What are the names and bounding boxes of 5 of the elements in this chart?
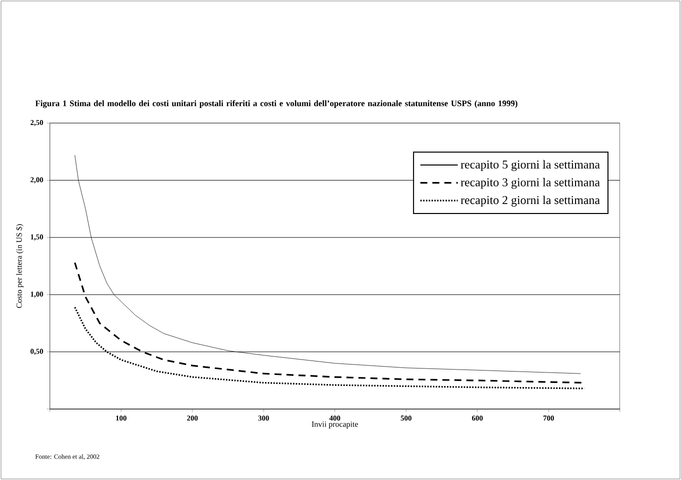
legend-label: recapito 5 giorni la settimana <box>460 160 600 172</box>
legend-label: recapito 2 giorni la settimana <box>460 196 600 207</box>
legend-label: recapito 3 giorni la settimana <box>460 178 600 189</box>
line-series <box>74 306 586 390</box>
chart-title: Figura 1 Stima del modello dei costi unitari postali riferiti a costi e volumi dell’operatore nazionale statunitense USPS (anno 1999) <box>35 100 518 108</box>
